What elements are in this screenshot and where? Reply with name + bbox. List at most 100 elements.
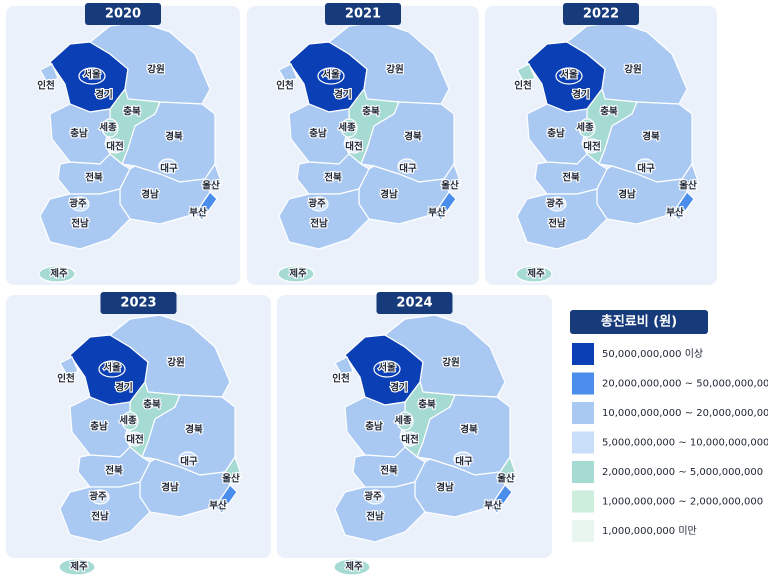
- legend-label: 1,000,000,000 ~ 2,000,000,000: [602, 497, 763, 508]
- region-label: 경남: [141, 189, 159, 201]
- region-label: 강원: [386, 64, 403, 76]
- region-label: 광주: [364, 491, 382, 503]
- region: [401, 431, 419, 447]
- region-label: 충북: [418, 399, 436, 411]
- region: [526, 103, 588, 165]
- region-label: 제주: [527, 268, 545, 280]
- legend-label: 5,000,000,000 ~ 10,000,000,000: [602, 438, 768, 449]
- region-label: 경남: [436, 482, 454, 494]
- region: [433, 191, 457, 221]
- region: [58, 558, 96, 576]
- region: [39, 188, 131, 250]
- region-label: 서울: [378, 362, 396, 374]
- region-label: 대구: [637, 163, 655, 175]
- region: [39, 63, 59, 85]
- region-label: 경남: [161, 482, 179, 494]
- region: [70, 196, 90, 212]
- region: [158, 158, 178, 174]
- region: [59, 481, 151, 543]
- region-label: 경기: [334, 89, 351, 101]
- region: [453, 451, 473, 467]
- year-tab: [376, 292, 453, 314]
- region-label: 충남: [90, 421, 108, 433]
- year-label: 2024: [396, 296, 432, 311]
- region-label: 강원: [624, 64, 641, 76]
- region: [49, 103, 111, 165]
- region-label: 제주: [50, 268, 68, 280]
- region-label: 전북: [105, 465, 123, 477]
- region: [101, 118, 119, 138]
- region-label: 세종: [99, 122, 117, 134]
- year-tab: [100, 292, 177, 314]
- region: [333, 558, 371, 576]
- region-label: 서울: [83, 69, 101, 81]
- region: [516, 63, 536, 85]
- region-label: 경기: [115, 382, 132, 394]
- year-tab: [85, 3, 161, 25]
- region: [277, 265, 315, 283]
- region: [344, 396, 406, 458]
- legend-label: 20,000,000,000 ~ 50,000,000,000: [602, 379, 768, 390]
- region-label: 전북: [562, 172, 580, 184]
- region-label: 대전: [106, 141, 123, 153]
- legend-title: 총진료비 (원): [601, 314, 677, 330]
- region-label: 전북: [324, 172, 342, 184]
- region-label: 인천: [332, 374, 349, 385]
- region: [317, 67, 345, 85]
- region: [515, 265, 553, 283]
- region: [59, 356, 79, 378]
- region: [681, 162, 700, 193]
- region-label: 인천: [57, 374, 74, 385]
- region-label: 강원: [442, 357, 459, 369]
- region-label: 부산: [428, 207, 446, 219]
- region: [489, 484, 513, 514]
- region: [499, 455, 518, 486]
- region-label: 충북: [143, 399, 161, 411]
- region-label: 대구: [160, 163, 178, 175]
- region-label: 인천: [514, 81, 531, 92]
- region: [397, 158, 417, 174]
- region-label: 울산: [222, 473, 240, 485]
- region-label: 전남: [71, 218, 89, 230]
- legend-swatch: [572, 490, 594, 513]
- region-label: 부산: [189, 207, 207, 219]
- region-label: 경북: [185, 424, 203, 436]
- legend-swatch: [572, 461, 594, 483]
- region-label: 경북: [165, 131, 183, 143]
- legend-title-box: [570, 310, 708, 334]
- region: [214, 484, 238, 514]
- region-label: 세종: [394, 415, 412, 427]
- region: [396, 411, 414, 431]
- region-label: 울산: [497, 473, 515, 485]
- legend-label: 1,000,000,000 미만: [602, 525, 697, 537]
- region-label: 제주: [70, 561, 88, 573]
- region-label: 부산: [484, 500, 502, 512]
- region-label: 경기: [95, 89, 112, 101]
- region-label: 제주: [345, 561, 363, 573]
- region: [547, 196, 567, 212]
- region-label: 경기: [390, 382, 407, 394]
- legend-label: 10,000,000,000 ~ 20,000,000,000: [602, 408, 768, 419]
- year-tab: [325, 3, 401, 25]
- region-label: 세종: [119, 415, 137, 427]
- region-label: 광주: [69, 198, 87, 210]
- region-label: 충북: [600, 106, 618, 118]
- region: [90, 489, 110, 505]
- region: [98, 360, 126, 378]
- region-label: 인천: [37, 81, 54, 92]
- legend-swatch: [572, 372, 594, 395]
- region-label: 충남: [309, 128, 327, 140]
- legend-swatch: [572, 402, 594, 424]
- region: [443, 162, 462, 193]
- region-label: 충남: [365, 421, 383, 433]
- region-label: 충남: [547, 128, 565, 140]
- year-tab: [563, 3, 639, 25]
- region: [334, 356, 354, 378]
- region-label: 전남: [366, 511, 384, 523]
- region: [365, 489, 385, 505]
